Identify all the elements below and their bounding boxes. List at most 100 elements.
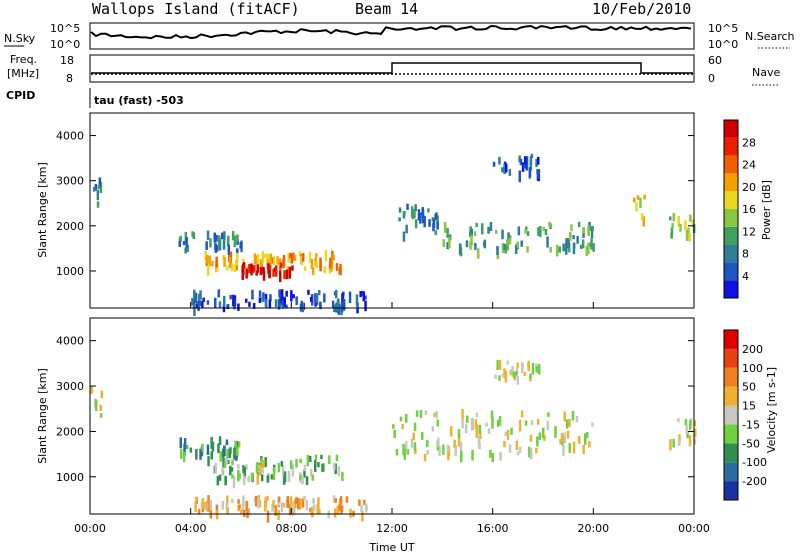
velocity-cell (299, 474, 302, 481)
power-cell (492, 161, 496, 167)
power-cell (192, 298, 196, 309)
velocity-cell (286, 495, 290, 508)
power-cell (432, 218, 436, 228)
power-cell (518, 155, 521, 163)
velocity-cell (314, 460, 317, 472)
velocity-cell (179, 437, 182, 448)
velocity-cell (309, 507, 312, 513)
velocity-cell (475, 412, 479, 418)
velocity-cell (554, 426, 557, 438)
power-cell (643, 194, 646, 200)
velocity-cell (309, 468, 313, 477)
power-colorbar-swatch (724, 137, 738, 156)
x-tick-label: 00:00 (678, 522, 710, 535)
power-cell (503, 243, 506, 250)
nsky-tick-bottom: 10^0 (50, 38, 80, 51)
power-cell (186, 244, 189, 251)
power-cell (267, 257, 270, 264)
velocity-cell (363, 499, 366, 506)
velocity-cell (231, 459, 234, 466)
velocity-cell (510, 427, 513, 435)
power-cell (272, 255, 276, 266)
power-cell (231, 231, 235, 241)
power-cell (590, 238, 593, 250)
velocity-cell (413, 422, 417, 432)
velocity-cell (460, 451, 463, 463)
power-cell (406, 203, 409, 210)
velocity-cell (498, 415, 502, 422)
velocity-cell (295, 459, 298, 468)
power-cell (198, 293, 201, 305)
power-cell (96, 201, 100, 208)
power-cell (227, 235, 230, 245)
power-cell (254, 255, 258, 265)
power-cell (362, 291, 365, 302)
power-cell (239, 242, 242, 249)
power-cell (591, 226, 594, 231)
nsky-trace (90, 24, 692, 40)
velocity-cell (538, 364, 541, 375)
velocity-cell (301, 475, 304, 485)
power-cell (307, 289, 310, 295)
velocity-cell (183, 438, 187, 449)
velocity-cell (669, 439, 672, 451)
velocity-cell (498, 359, 502, 370)
velocity-cell (399, 416, 403, 422)
power-cell (670, 227, 674, 236)
power-cell (302, 253, 305, 262)
power-cell (197, 301, 200, 312)
velocity-cell (266, 475, 270, 483)
freq-unit-label: [MHz] (7, 67, 39, 80)
power-cell (184, 247, 187, 254)
power-cell (262, 270, 266, 281)
power-cell (458, 243, 462, 255)
velocity-cell (491, 417, 494, 429)
velocity-cell (529, 434, 533, 442)
power-cell (688, 232, 691, 242)
velocity-cell (457, 434, 461, 447)
power-cell (572, 242, 576, 255)
power-cell (290, 253, 293, 264)
power-cell (233, 264, 237, 273)
power-cell (283, 270, 286, 280)
power-colorbar-swatch (724, 173, 738, 192)
power-cell (335, 289, 338, 299)
velocity-cell (305, 500, 308, 511)
velocity-cell (685, 424, 688, 434)
velocity-cell (520, 410, 524, 418)
power-cell (315, 261, 318, 269)
velocity-cell (311, 474, 314, 481)
power-y-axis: 4000 3000 2000 1000 (56, 130, 694, 278)
power-cell (242, 262, 246, 269)
power-cell (215, 264, 219, 272)
velocity-cell (694, 428, 697, 438)
velocity-cell (255, 462, 259, 474)
power-cell (587, 242, 590, 255)
power-cell (259, 267, 263, 276)
velocity-cell (568, 418, 571, 428)
power-cell (221, 232, 224, 240)
power-cell (241, 266, 245, 274)
power-cell (215, 256, 218, 268)
velocity-cell (392, 424, 395, 429)
velocity-cell (433, 412, 436, 417)
power-cell (558, 246, 561, 253)
time-x-axis: 00:00 04:00 08:00 12:00 16:00 20:00 00:00 (74, 302, 710, 535)
power-cell (330, 257, 334, 269)
velocity-cell (521, 363, 524, 369)
power-colorbar-swatch (724, 262, 738, 281)
velocity-cell (523, 372, 527, 377)
power-cell (505, 245, 508, 250)
velocity-cell (437, 437, 440, 448)
power-cell (414, 219, 418, 229)
velocity-cell (512, 371, 516, 378)
power-cell (279, 262, 283, 268)
velocity-cell (531, 362, 535, 375)
power-cell (691, 219, 695, 227)
power-cell (285, 304, 288, 309)
velocity-cell (299, 458, 302, 464)
velocity-cell (426, 449, 429, 455)
power-cell (213, 232, 216, 243)
power-cell (253, 265, 256, 272)
velocity-cell (100, 390, 104, 399)
